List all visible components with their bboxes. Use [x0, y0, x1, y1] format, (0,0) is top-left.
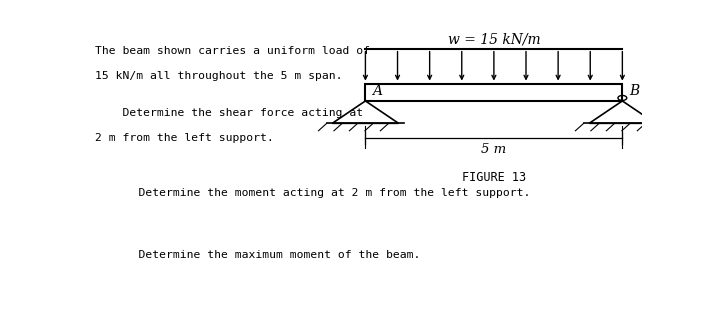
FancyBboxPatch shape	[366, 84, 622, 101]
Text: Determine the maximum moment of the beam.: Determine the maximum moment of the beam…	[111, 250, 421, 260]
Text: A: A	[372, 84, 382, 99]
Text: 2 m from the left support.: 2 m from the left support.	[95, 133, 273, 143]
Text: 15 kN/m all throughout the 5 m span.: 15 kN/m all throughout the 5 m span.	[95, 71, 342, 81]
Text: FIGURE 13: FIGURE 13	[462, 171, 526, 183]
Text: w = 15 kN/m: w = 15 kN/m	[448, 32, 540, 46]
Text: B: B	[629, 84, 640, 99]
Text: 5 m: 5 m	[481, 143, 506, 156]
Text: Determine the shear force acting at: Determine the shear force acting at	[95, 109, 363, 119]
Text: The beam shown carries a uniform load of: The beam shown carries a uniform load of	[95, 46, 369, 56]
Text: Determine the moment acting at 2 m from the left support.: Determine the moment acting at 2 m from …	[111, 188, 530, 198]
